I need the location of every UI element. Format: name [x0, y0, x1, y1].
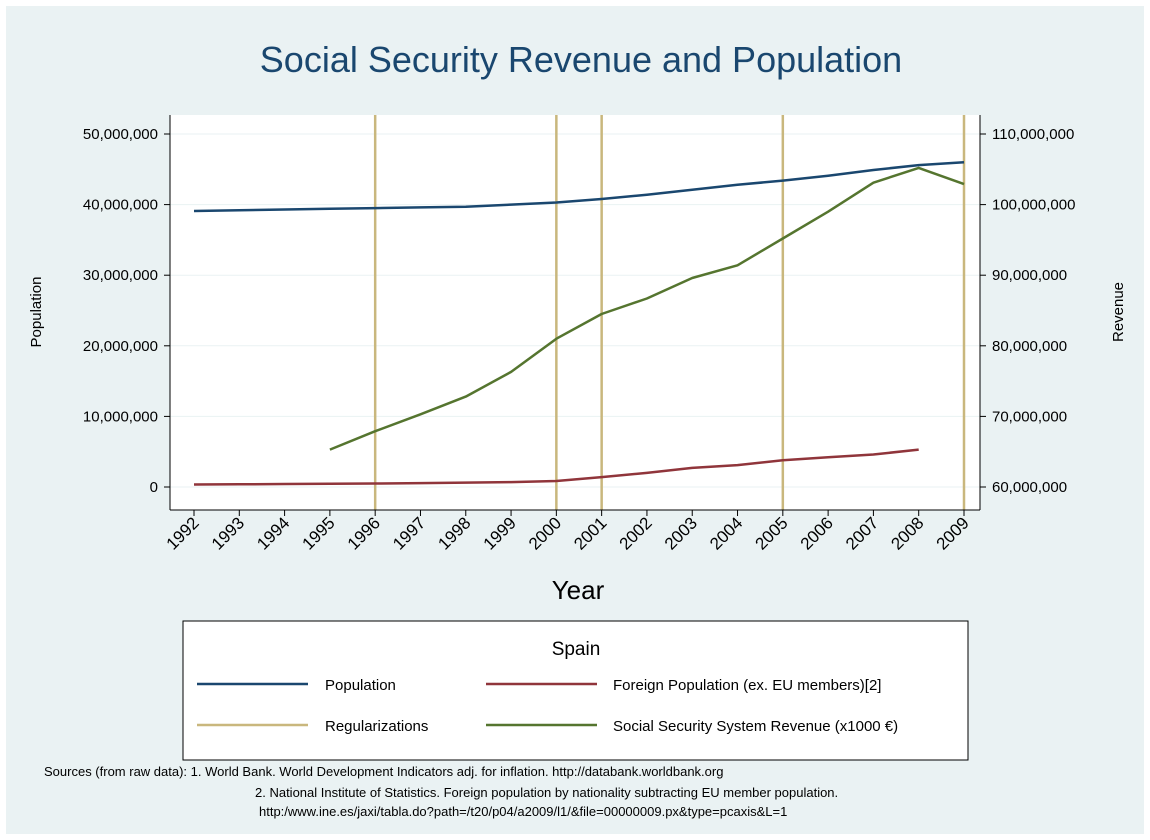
x-axis-title: Year	[552, 575, 605, 605]
plot-area	[170, 115, 980, 510]
legend: Spain Population Foreign Population (ex.…	[182, 620, 969, 761]
y-right-tick-label: 60,000,000	[992, 479, 1067, 496]
series-line-social-security-system-revenue-x1000	[329, 166, 965, 451]
y-left-tick-label: 50,000,000	[83, 126, 158, 143]
x-tick-label: 2003	[661, 513, 701, 553]
x-tick-label: 1995	[299, 513, 339, 553]
source-note-line-2: 2. National Institute of Statistics. For…	[255, 785, 838, 800]
series-line-population	[193, 160, 965, 213]
y-left-tick-label: 30,000,000	[83, 267, 158, 284]
source-note-line-1: Sources (from raw data): 1. World Bank. …	[44, 764, 723, 779]
x-tick-label: 2004	[706, 513, 746, 553]
y-left-tick-label: 40,000,000	[83, 197, 158, 214]
y-right-tick-label: 100,000,000	[992, 197, 1075, 214]
legend-label-foreign-population: Foreign Population (ex. EU members)[2]	[613, 677, 881, 694]
y-right-tick-label: 110,000,000	[992, 126, 1074, 143]
x-tick-label: 2000	[525, 513, 565, 553]
chart-title: Social Security Revenue and Population	[260, 39, 902, 80]
y-axis-right-title: Revenue	[1110, 282, 1127, 342]
y-right-tick-label: 80,000,000	[992, 338, 1067, 355]
legend-title: Spain	[552, 639, 601, 660]
x-tick-label: 2002	[616, 513, 656, 553]
x-tick-label: 1994	[253, 513, 293, 553]
x-tick-label: 2001	[570, 513, 610, 553]
x-tick-label: 2008	[887, 513, 927, 553]
y-axis-left-title: Population	[28, 277, 45, 348]
x-tick-label: 2005	[751, 513, 791, 553]
x-tick-label: 2007	[842, 513, 882, 553]
x-tick-label: 2006	[797, 513, 837, 553]
x-tick-label: 1998	[434, 513, 474, 553]
x-tick-label: 1992	[163, 513, 203, 553]
x-tick-label: 2009	[933, 513, 973, 553]
x-tick-label: 1993	[208, 513, 248, 553]
y-left-tick-label: 20,000,000	[83, 338, 158, 355]
legend-label-regularizations: Regularizations	[325, 718, 428, 735]
y-left-tick-label: 10,000,000	[83, 408, 158, 425]
x-tick-label: 1997	[389, 513, 429, 553]
legend-label-population: Population	[325, 677, 396, 694]
source-note-line-3: http:/www.ine.es/jaxi/tabla.do?path=/t20…	[259, 804, 787, 819]
y-left-tick-label: 0	[150, 479, 158, 496]
y-right-tick-label: 70,000,000	[992, 408, 1067, 425]
y-right-tick-label: 90,000,000	[992, 267, 1067, 284]
legend-label-revenue: Social Security System Revenue (x1000 €)	[613, 718, 898, 735]
x-tick-label: 1996	[344, 513, 384, 553]
x-tick-label: 1999	[480, 513, 520, 553]
series-line-foreign-population-ex-eu-members-2	[193, 448, 919, 486]
legend-box	[182, 620, 969, 761]
